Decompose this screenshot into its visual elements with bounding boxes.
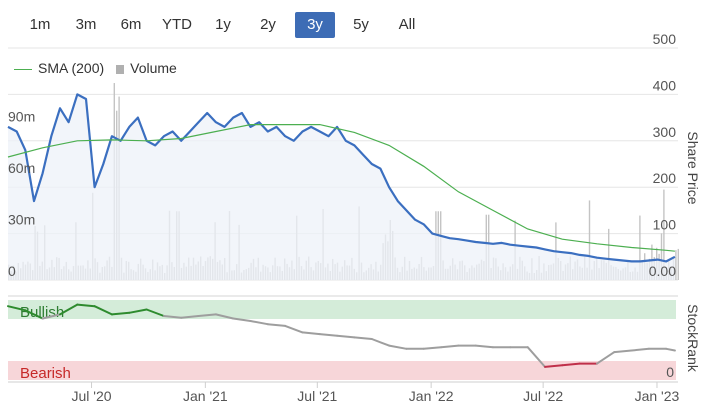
price-tick-label: 100 xyxy=(653,217,677,233)
stockrank-line-segment xyxy=(266,323,287,327)
stockrank-line-segment xyxy=(561,362,581,367)
price-tick-label: 500 xyxy=(653,31,677,47)
stockrank-line-segment xyxy=(128,308,148,314)
stockrank-line-segment xyxy=(214,313,235,320)
stockrank-line-segment xyxy=(318,333,339,337)
volume-bar xyxy=(675,250,677,280)
price-tick-label: 300 xyxy=(653,124,677,140)
stockrank-line-segment xyxy=(162,315,183,319)
sma-legend-swatch xyxy=(14,68,32,70)
volume-bar xyxy=(588,200,591,280)
x-tick-label: Jan '23 xyxy=(635,388,680,404)
price-area xyxy=(8,94,675,281)
price-tick-label: 0.00 xyxy=(649,263,676,279)
stockrank-line-segment xyxy=(145,308,165,317)
stockrank-line-segment xyxy=(526,346,546,368)
stockrank-line-segment xyxy=(630,347,650,352)
range-button-3y[interactable]: 3y xyxy=(295,12,335,38)
stockrank-line-segment xyxy=(665,347,676,352)
stockrank-line-segment xyxy=(388,344,408,350)
stockrank-line-segment xyxy=(197,313,217,317)
volume-legend-swatch xyxy=(116,64,125,74)
stockrank-line-segment xyxy=(422,346,443,350)
volume-bar xyxy=(663,189,665,280)
sma-line xyxy=(7,124,675,252)
x-tick-label: Jan '22 xyxy=(409,388,454,404)
x-tick-label: Jul '22 xyxy=(523,388,563,404)
volume-tick-label: 60m xyxy=(8,160,35,176)
stockrank-axis-title: StockRank xyxy=(685,304,701,373)
chart-legend: SMA (200) Volume xyxy=(14,60,177,80)
stockrank-line-segment xyxy=(370,338,391,347)
x-tick-label: Jul '20 xyxy=(72,388,112,404)
bearish-zone xyxy=(8,361,676,380)
stockrank-tick-label: 0 xyxy=(666,364,674,380)
volume-legend-label[interactable]: Volume xyxy=(130,60,177,76)
range-button-all[interactable]: All xyxy=(398,16,416,33)
range-button-3m[interactable]: 3m xyxy=(75,16,97,33)
stockrank-line-segment xyxy=(93,305,113,316)
volume-bar xyxy=(608,228,610,280)
share-price-axis-title: Share Price xyxy=(685,131,701,204)
price-tick-label: 400 xyxy=(653,77,677,93)
stockrank-line-segment xyxy=(76,303,96,308)
stockrank-line-segment xyxy=(110,311,131,316)
stockrank-line-segment xyxy=(284,324,304,334)
volume-tick-label: 0 xyxy=(8,263,16,279)
stockrank-line-segment xyxy=(336,334,356,339)
stockrank-line-segment xyxy=(41,313,61,320)
stockrank-line-segment xyxy=(596,351,616,365)
range-button-5y[interactable]: 5y xyxy=(353,16,369,33)
stockrank-line-segment xyxy=(24,309,44,320)
range-button-6m[interactable]: 6m xyxy=(120,16,142,33)
sma-legend-label[interactable]: SMA (200) xyxy=(38,60,105,76)
volume-tick-label: 90m xyxy=(8,108,35,124)
stockrank-line-segment xyxy=(440,344,460,349)
stockrank-line-segment xyxy=(301,331,321,336)
volume-bar xyxy=(677,248,679,280)
range-button-ytd[interactable]: YTD xyxy=(162,16,192,33)
stockrank-line-segment xyxy=(613,349,633,354)
range-button-2y[interactable]: 2y xyxy=(260,16,276,33)
bearish-label: Bearish xyxy=(20,365,71,382)
stockrank-line-segment xyxy=(474,344,494,349)
stockrank-line-segment xyxy=(59,303,79,316)
x-tick-label: Jul '21 xyxy=(297,388,337,404)
stockrank-line-segment xyxy=(232,317,252,322)
range-button-1y[interactable]: 1y xyxy=(215,16,231,33)
stockrank-line-segment xyxy=(249,320,269,326)
bullish-zone xyxy=(8,300,676,319)
range-button-1m[interactable]: 1m xyxy=(29,16,51,33)
volume-bar xyxy=(660,233,663,280)
x-tick-label: Jan '21 xyxy=(183,388,228,404)
stockrank-line-segment xyxy=(7,305,27,312)
price-tick-label: 200 xyxy=(653,170,677,186)
stockrank-line-segment xyxy=(180,315,200,319)
range-selector: 1m 3m 6m YTD 1y 2y 3y 5y All xyxy=(0,0,706,50)
stockrank-line-segment xyxy=(353,336,373,340)
stockrank-line-segment xyxy=(544,364,564,368)
volume-tick-label: 30m xyxy=(8,211,35,227)
